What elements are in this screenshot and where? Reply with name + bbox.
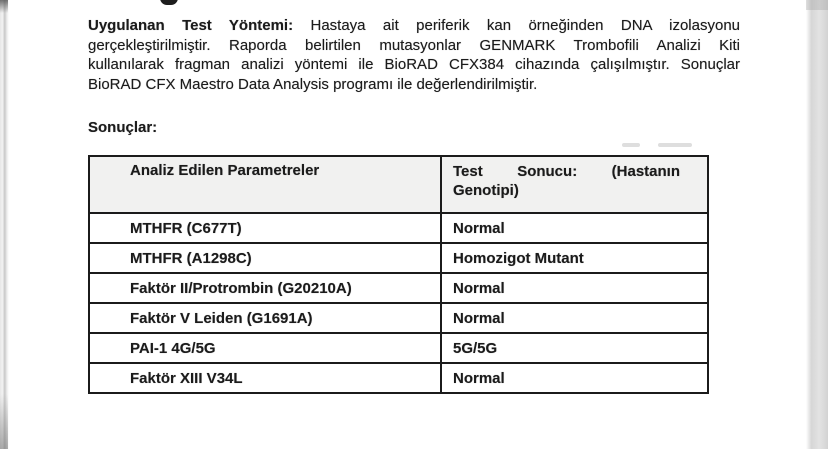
- result-cell: Normal: [440, 302, 709, 334]
- paragraph-line: kullanılarak fragman analizi yöntemi ile…: [88, 56, 740, 74]
- paragraph-line: Uygulanan Test Yöntemi: Hastaya ait peri…: [88, 16, 740, 36]
- results-table-body: MTHFR (C677T) Normal MTHFR (A1298C) Homo…: [88, 212, 709, 394]
- scan-edge-right-top: [806, 0, 828, 10]
- table-row: MTHFR (A1298C) Homozigot Mutant: [88, 242, 709, 274]
- paragraph-line: BioRAD CFX Maestro Data Analysis program…: [88, 76, 538, 94]
- parameter-cell: Faktör V Leiden (G1691A): [88, 302, 442, 334]
- result-cell: 5G/5G: [440, 332, 709, 364]
- parameter-cell: Faktör II/Protrombin (G20210A): [88, 272, 442, 304]
- paragraph-line: gerçekleştirilmiştir. Raporda belirtilen…: [88, 36, 740, 54]
- scan-edge-right: [806, 0, 828, 449]
- column-header-result-text: Test Sonucu: (Hastanın Genotipi): [453, 163, 680, 199]
- table-row: Faktör II/Protrombin (G20210A) Normal: [88, 272, 709, 304]
- result-cell: Normal: [440, 362, 709, 394]
- column-header-parameters: Analiz Edilen Parametreler: [88, 155, 442, 214]
- parameter-cell: Faktör XIII V34L: [88, 362, 442, 394]
- scan-edge-left-bottom: [0, 394, 8, 449]
- table-row: Faktör V Leiden (G1691A) Normal: [88, 302, 709, 334]
- table-header-row: Analiz Edilen Parametreler Test Sonucu: …: [88, 155, 709, 214]
- scan-edge-left: [0, 0, 9, 449]
- result-cell: Normal: [440, 212, 709, 244]
- paragraph-text: Hastaya ait periferik kan örneğinden DNA…: [310, 17, 741, 34]
- parameter-cell: MTHFR (C677T): [88, 212, 442, 244]
- table-row: PAI-1 4G/5G 5G/5G: [88, 332, 709, 364]
- results-heading: Sonuçlar:: [88, 119, 158, 136]
- result-cell: Normal: [440, 272, 709, 304]
- result-cell: Homozigot Mutant: [440, 242, 709, 274]
- scan-smudge: [658, 143, 692, 147]
- results-table: Analiz Edilen Parametreler Test Sonucu: …: [88, 155, 709, 394]
- parameter-cell: MTHFR (A1298C): [88, 242, 442, 274]
- parameter-cell: PAI-1 4G/5G: [88, 332, 442, 364]
- method-paragraph: Uygulanan Test Yöntemi: Hastaya ait peri…: [88, 16, 740, 95]
- method-label: Uygulanan Test Yöntemi:: [88, 17, 294, 34]
- cutoff-text-fragment: [160, 0, 178, 5]
- scan-edge-left-top: [0, 0, 8, 13]
- table-row: Faktör XIII V34L Normal: [88, 362, 709, 394]
- table-row: MTHFR (C677T) Normal: [88, 212, 709, 244]
- column-header-result: Test Sonucu: (Hastanın Genotipi): [440, 155, 709, 214]
- scan-smudge: [622, 143, 640, 147]
